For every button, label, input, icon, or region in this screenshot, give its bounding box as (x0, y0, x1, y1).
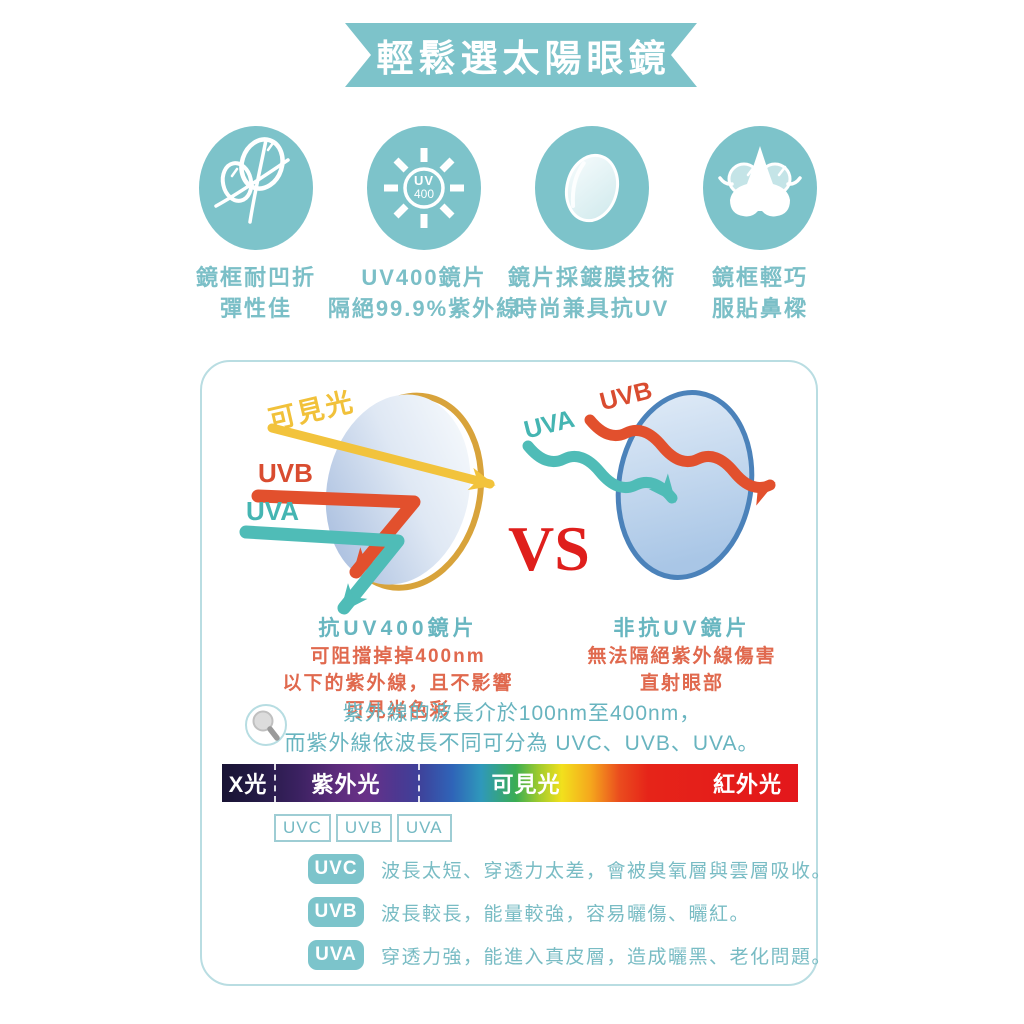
title-ribbon: 輕鬆選太陽眼鏡 (345, 23, 697, 87)
uv-detail-list: UVC 波長太短、穿透力太差，會被臭氧層與雲層吸收。 UVB 波長較長，能量較強… (308, 854, 832, 983)
uvc-tag: UVC (274, 814, 331, 842)
list-item: UVB 波長較長，能量較強，容易曬傷、曬紅。 (308, 897, 832, 927)
anti-uv-lens-title: 抗UV400鏡片 (318, 617, 478, 640)
vs-label: VS (508, 513, 590, 584)
light-spectrum-bar: X光 紫外光 可見光 紅外光 (222, 764, 798, 802)
anti-uv-lens-desc: 可阻擋掉掉400nm 以下的紫外線，且不影響 可見光色彩 (282, 646, 514, 721)
uvc-pill: UVC (308, 854, 364, 884)
nose-fit-icon (703, 126, 817, 250)
uv-tag-row: UVC UVB UVA (274, 814, 452, 842)
feature-caption: 鏡片採鍍膜技術 時尚兼具抗UV (508, 265, 677, 321)
spectrum-label-xray: X光 (228, 772, 268, 797)
uva-passing-ray (522, 440, 678, 504)
svg-text:400: 400 (414, 187, 434, 201)
uvb-passing-ray (584, 414, 776, 506)
magnifier-icon (245, 704, 287, 746)
spectrum-divider (418, 764, 420, 802)
ray-label-uva-right: UVA (521, 405, 577, 444)
spectrum-label-uv: 紫外光 (311, 772, 381, 797)
svg-text:UV: UV (414, 173, 434, 188)
coated-lens-icon (535, 126, 649, 250)
feature-nose-fit: 鏡框輕巧 服貼鼻樑 (676, 126, 844, 324)
lens-comparison-diagram: 可見光 UVB UVA VS UVA UVB (239, 380, 776, 615)
frame-flex-icon (199, 126, 313, 250)
uvb-tag: UVB (335, 814, 392, 842)
page-title: 輕鬆選太陽眼鏡 (376, 38, 671, 79)
feature-uv400: UV 400 UV400鏡片 隔絕99.9%紫外線 (328, 126, 518, 324)
list-item: UVC 波長太短、穿透力太差，會被臭氧層與雲層吸收。 (308, 854, 832, 884)
feature-row: 鏡框耐凹折 彈性佳 UV 400 UV400鏡片 隔絕99.9%紫外線 (172, 126, 844, 324)
ray-label-visible: 可見光 (266, 386, 358, 435)
uvb-description: 波長較長，能量較強，容易曬傷、曬紅。 (381, 903, 751, 925)
uva-description: 穿透力強，能進入真皮層，造成曬黑、老化問題。 (381, 946, 833, 968)
feature-coated-lens: 鏡片採鍍膜技術 時尚兼具抗UV (508, 126, 676, 324)
spectrum-label-visible: 可見光 (491, 772, 561, 797)
list-item: UVA 穿透力強，能進入真皮層，造成曬黑、老化問題。 (308, 940, 832, 970)
spectrum-label-infrared: 紅外光 (712, 772, 782, 797)
spectrum-divider (274, 764, 276, 802)
ray-label-uva: UVA (246, 496, 299, 526)
uva-tag: UVA (396, 814, 452, 842)
uv-info-panel: 可見光 UVB UVA VS UVA UVB 抗UV400鏡片 非抗UV鏡片 可… (200, 360, 831, 986)
non-anti-uv-lens-desc: 無法隔絕紫外線傷害 直射眼部 (587, 646, 777, 694)
uva-blocked-ray (239, 525, 405, 615)
uvb-blocked-ray (251, 489, 421, 579)
feature-frame-flex: 鏡框耐凹折 彈性佳 (172, 126, 340, 324)
uv400-sun-icon: UV 400 (367, 126, 481, 250)
uva-pill: UVA (308, 940, 364, 970)
visible-light-ray (267, 423, 496, 491)
non-anti-uv-lens-title: 非抗UV鏡片 (613, 617, 751, 640)
feature-caption: 鏡框耐凹折 彈性佳 (195, 265, 316, 321)
feature-caption: 鏡框輕巧 服貼鼻樑 (711, 265, 808, 321)
uv-wavelength-note: 紫外線的波長介於100nm至400nm， 而紫外線依波長不同可分為 UVC、UV… (284, 702, 760, 755)
uvc-description: 波長太短、穿透力太差，會被臭氧層與雲層吸收。 (381, 860, 833, 882)
ray-label-uvb-right: UVB (597, 380, 655, 416)
feature-caption: UV400鏡片 隔絕99.9%紫外線 (327, 265, 521, 321)
uvb-pill: UVB (308, 897, 364, 927)
ray-label-uvb: UVB (258, 458, 313, 488)
